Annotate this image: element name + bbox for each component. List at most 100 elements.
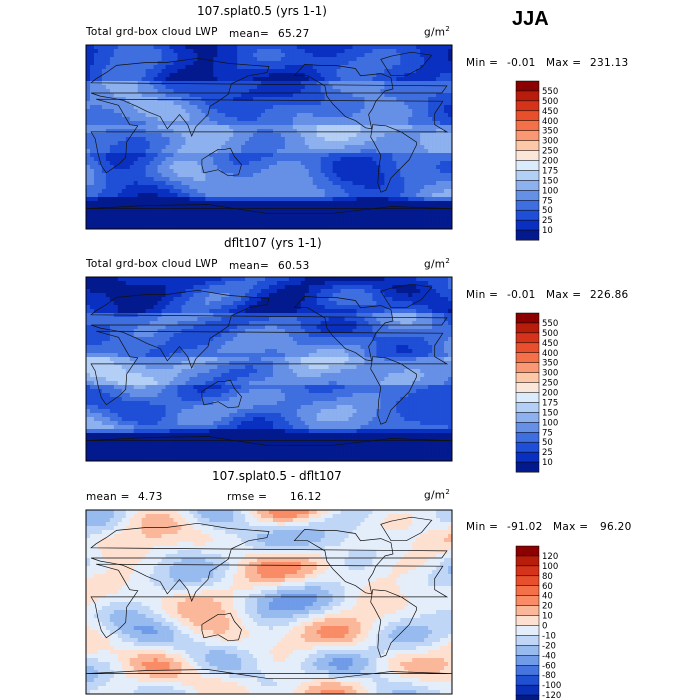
colorbar-swatch	[515, 595, 540, 607]
colorbar-tick-label: 80	[542, 572, 553, 582]
colorbar-swatch	[515, 684, 540, 696]
colorbar-swatch	[515, 190, 540, 201]
colorbar-tick-label: -60	[542, 661, 556, 671]
colorbar-tick-label: 10	[542, 226, 553, 236]
colorbar-swatch	[515, 140, 540, 152]
panel1-variable-label: Total grd-box cloud LWP	[86, 26, 218, 38]
panel1-min-label: Min =	[466, 57, 499, 69]
coastline	[370, 589, 417, 658]
colorbar-swatch	[515, 625, 540, 636]
colorbar-swatch	[515, 392, 540, 403]
colorbar-swatch	[515, 322, 540, 334]
colorbar-tick-label: 100	[542, 418, 558, 428]
coastline	[201, 612, 242, 642]
colorbar-tick-label: 400	[542, 117, 558, 127]
colorbar-swatch	[515, 382, 540, 393]
panel1-min-value: -0.01	[507, 57, 536, 69]
panel3-mean-value: 4.73	[138, 491, 163, 503]
colorbar-swatch	[515, 545, 540, 557]
coastline	[201, 147, 242, 177]
panel3-rmse-label: rmse =	[227, 491, 268, 503]
colorbar-tick-label: -20	[542, 641, 556, 651]
colorbar-swatch	[515, 150, 540, 161]
colorbar-tick-label: 150	[542, 176, 558, 186]
colorbar-2: 5505004504003503002502001751501007550251…	[515, 312, 558, 473]
colorbar-swatch	[515, 180, 540, 191]
colorbar-tick-label: -10	[542, 631, 556, 641]
panel1-mean-label: mean=	[229, 28, 270, 40]
colorbar-tick-label: 120	[542, 552, 558, 562]
colorbar-swatch	[515, 342, 540, 354]
coastline	[293, 296, 394, 362]
colorbar-tick-label: 10	[542, 458, 553, 468]
map-panel-2	[85, 276, 453, 462]
colorbar-tick-label: 40	[542, 592, 553, 602]
coastline	[90, 522, 448, 602]
colorbar-tick-label: 25	[542, 216, 553, 226]
colorbar-swatch	[515, 635, 540, 646]
colorbar-tick-label: 60	[542, 582, 553, 592]
coastline	[201, 379, 242, 409]
colorbar-tick-label: 350	[542, 127, 558, 137]
panel3-units: g/m2	[424, 488, 451, 502]
panel1-units: g/m2	[424, 25, 451, 39]
colorbar-tick-label: 200	[542, 389, 558, 399]
colorbar-swatch	[515, 200, 540, 211]
panel3-rmse-value: 16.12	[290, 491, 322, 503]
coastline	[380, 51, 433, 77]
colorbar-swatch	[515, 209, 540, 221]
colorbar-swatch	[515, 352, 540, 364]
map-panel-3	[85, 509, 453, 695]
colorbar-tick-label: 450	[542, 107, 558, 117]
colorbar-tick-label: 300	[542, 137, 558, 147]
colorbar-swatch	[515, 674, 540, 686]
coastline	[90, 98, 449, 174]
colorbar-tick-label: -100	[542, 681, 561, 691]
colorbar-swatch	[515, 461, 540, 473]
map-frame	[85, 44, 453, 230]
panel2-max-value: 226.86	[590, 289, 629, 301]
coastline	[90, 57, 448, 137]
coastline	[293, 529, 394, 595]
panel2-mean-label: mean=	[229, 260, 270, 272]
coastline	[85, 204, 453, 215]
coastline	[370, 124, 417, 193]
colorbar-tick-label: -80	[542, 671, 556, 681]
colorbar-tick-label: 300	[542, 369, 558, 379]
colorbar-swatch	[515, 412, 540, 423]
colorbar-swatch	[515, 80, 540, 92]
colorbar-tick-label: 200	[542, 157, 558, 167]
map-frame	[85, 509, 453, 695]
colorbar-swatch	[515, 585, 540, 597]
colorbar-tick-label: -40	[542, 651, 556, 661]
colorbar-swatch	[515, 100, 540, 112]
colorbar-swatch	[515, 332, 540, 344]
coastline	[90, 563, 449, 639]
coastline	[380, 283, 433, 309]
colorbar-tick-label: 50	[542, 438, 553, 448]
colorbar-tick-label: 50	[542, 206, 553, 216]
colorbar-swatch	[515, 432, 540, 443]
panel3-title: 107.splat0.5 - dflt107	[212, 469, 342, 483]
colorbar-tick-label: 20	[542, 602, 553, 612]
panel1-title: 107.splat0.5 (yrs 1-1)	[197, 4, 327, 18]
colorbar-tick-label: 500	[542, 329, 558, 339]
panel3-min-value: -91.02	[507, 521, 543, 533]
panel1-max-label: Max =	[546, 57, 582, 69]
panel3-mean-label: mean =	[86, 491, 130, 503]
colorbar-swatch	[515, 362, 540, 374]
colorbar-swatch	[515, 451, 540, 463]
colorbar-tick-label: 25	[542, 448, 553, 458]
colorbar-tick-label: 175	[542, 166, 558, 176]
coastline	[90, 330, 449, 406]
colorbar-tick-label: 550	[542, 319, 558, 329]
colorbar-tick-label: 0	[542, 622, 547, 632]
coastline	[85, 669, 453, 680]
panel2-title: dflt107 (yrs 1-1)	[224, 236, 322, 250]
colorbar-swatch	[515, 422, 540, 433]
colorbar-swatch	[515, 219, 540, 231]
colorbar-swatch	[515, 90, 540, 102]
panel2-max-label: Max =	[546, 289, 582, 301]
colorbar-swatch	[515, 110, 540, 122]
